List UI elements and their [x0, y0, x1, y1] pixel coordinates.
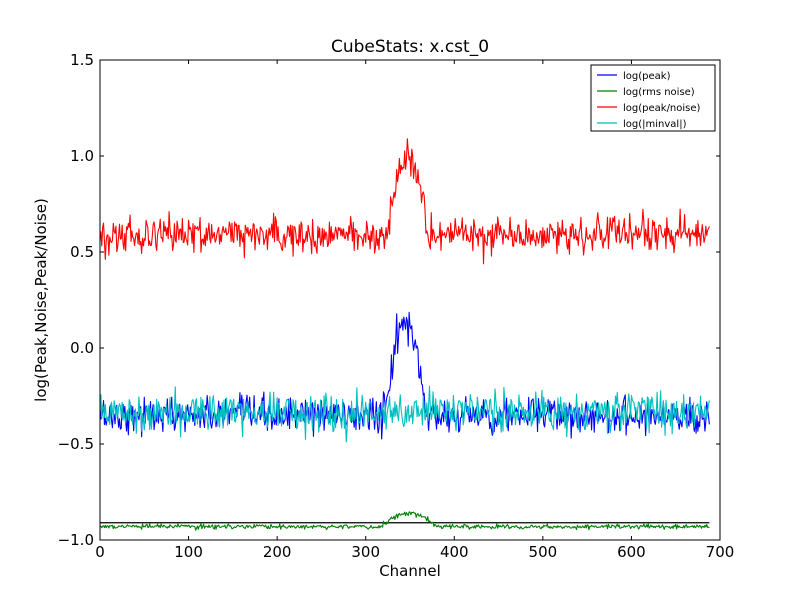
y-tick-label-1: −0.5 [58, 435, 94, 453]
y-tick-label-4: 1.0 [70, 147, 94, 165]
x-tick-label-0: 0 [95, 543, 105, 561]
series-line-3 [99, 385, 710, 443]
x-axis-label: Channel [379, 562, 441, 580]
legend: log(peak) log(rms noise) log(peak/noise) lo… [590, 64, 716, 132]
x-tick-label-6: 600 [617, 543, 646, 561]
y-tick-label-0: −1.0 [58, 531, 94, 549]
series-line-2 [99, 138, 710, 265]
legend-label-3: log(|minval|) [623, 119, 687, 130]
x-tick-label-7: 700 [706, 543, 735, 561]
x-tick-label-5: 500 [529, 543, 558, 561]
legend-label-0: log(peak) [623, 71, 671, 82]
legend-label-2: log(peak/noise) [623, 103, 701, 114]
x-tick-label-3: 300 [351, 543, 380, 561]
series-layer [99, 138, 710, 531]
chart-title: CubeStats: x.cst_0 [331, 37, 489, 57]
series-line-1 [99, 511, 710, 531]
axes-frame [99, 59, 721, 541]
x-tick-label-2: 200 [263, 543, 292, 561]
y-tick-label-3: 0.5 [70, 243, 94, 261]
legend-frame [590, 64, 716, 132]
ticks-layer: 0 100 200 300 400 500 600 700 −1.0 −0.5 0.0 0.5 1.0 1… [58, 51, 735, 561]
y-axis-label: log(Peak,Noise,Peak/Noise) [32, 198, 50, 402]
x-tick-label-1: 100 [174, 543, 203, 561]
y-tick-label-2: 0.0 [70, 339, 94, 357]
y-tick-label-5: 1.5 [70, 51, 94, 69]
legend-label-1: log(rms noise) [623, 87, 695, 98]
x-tick-label-4: 400 [440, 543, 469, 561]
